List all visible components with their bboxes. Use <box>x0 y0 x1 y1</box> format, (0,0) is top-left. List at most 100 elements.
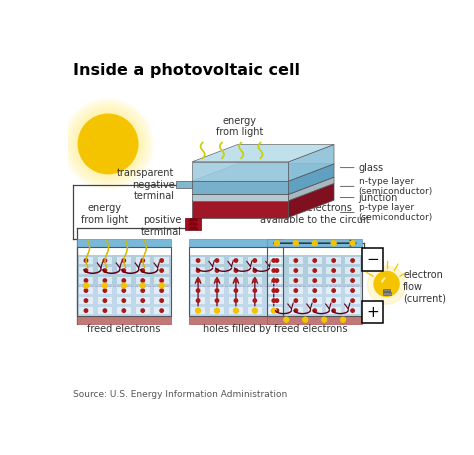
Circle shape <box>141 279 145 282</box>
Polygon shape <box>192 177 334 194</box>
Polygon shape <box>289 183 334 217</box>
Text: n-type layer
(semiconductor): n-type layer (semiconductor) <box>358 177 433 196</box>
Text: Source: U.S. Energy Information Administration: Source: U.S. Energy Information Administ… <box>73 389 287 399</box>
Circle shape <box>313 299 317 302</box>
Bar <box>76 286 171 316</box>
Text: energy
from light: energy from light <box>216 116 264 137</box>
Bar <box>247 257 262 264</box>
Circle shape <box>274 241 279 246</box>
Bar <box>98 277 112 284</box>
Bar <box>155 277 169 284</box>
Circle shape <box>367 266 406 304</box>
Circle shape <box>215 309 219 312</box>
Text: positive
terminal: positive terminal <box>141 216 182 237</box>
Bar <box>191 297 205 304</box>
Circle shape <box>68 104 148 184</box>
Bar <box>267 239 362 248</box>
Bar <box>327 287 341 294</box>
Bar <box>76 239 171 248</box>
Circle shape <box>253 279 256 282</box>
Circle shape <box>140 283 145 288</box>
Bar <box>117 297 131 304</box>
Circle shape <box>215 279 219 282</box>
Bar <box>229 257 243 264</box>
Bar <box>136 307 150 314</box>
Bar <box>308 267 322 274</box>
Bar <box>76 248 171 316</box>
Circle shape <box>234 309 237 312</box>
Circle shape <box>303 317 308 322</box>
Bar <box>346 277 360 284</box>
Circle shape <box>275 299 279 302</box>
Circle shape <box>313 279 317 282</box>
Text: Freed electrons
available to the circuit: Freed electrons available to the circuit <box>260 203 370 225</box>
Circle shape <box>234 279 237 282</box>
Circle shape <box>234 308 238 313</box>
Bar <box>266 297 281 304</box>
Bar <box>308 297 322 304</box>
Circle shape <box>332 279 336 282</box>
Circle shape <box>122 259 126 262</box>
Polygon shape <box>176 182 192 188</box>
Bar <box>117 257 131 264</box>
Text: transparent
negative
terminal: transparent negative terminal <box>117 168 174 201</box>
Bar <box>98 297 112 304</box>
Circle shape <box>351 269 354 272</box>
Circle shape <box>253 309 256 312</box>
Circle shape <box>141 269 145 272</box>
Bar <box>289 297 303 304</box>
Circle shape <box>160 299 164 302</box>
Circle shape <box>332 259 336 262</box>
Bar <box>383 292 391 295</box>
Bar <box>266 267 281 274</box>
Circle shape <box>341 317 346 322</box>
Polygon shape <box>289 145 334 181</box>
Circle shape <box>234 299 237 302</box>
Polygon shape <box>188 218 199 222</box>
Bar <box>117 287 131 294</box>
Circle shape <box>196 308 201 313</box>
Polygon shape <box>289 164 334 194</box>
Text: glass: glass <box>358 162 383 172</box>
Bar <box>79 287 93 294</box>
Polygon shape <box>185 217 201 230</box>
Circle shape <box>215 299 219 302</box>
Circle shape <box>196 259 200 262</box>
Bar <box>267 316 362 324</box>
Circle shape <box>141 289 145 292</box>
Circle shape <box>350 241 355 246</box>
Circle shape <box>252 308 257 313</box>
Circle shape <box>122 289 126 292</box>
Bar <box>76 316 171 324</box>
Bar <box>270 267 284 274</box>
Circle shape <box>294 289 298 292</box>
Polygon shape <box>192 194 289 201</box>
Bar <box>189 239 283 248</box>
Bar <box>210 287 224 294</box>
Circle shape <box>196 309 200 312</box>
Bar <box>210 297 224 304</box>
Bar <box>308 257 322 264</box>
Circle shape <box>332 289 336 292</box>
Polygon shape <box>192 183 334 201</box>
Bar <box>289 307 303 314</box>
Circle shape <box>271 308 276 313</box>
Circle shape <box>293 241 298 246</box>
Bar <box>136 277 150 284</box>
Circle shape <box>73 109 143 179</box>
Bar <box>136 267 150 274</box>
Circle shape <box>160 269 164 272</box>
Bar <box>247 297 262 304</box>
Circle shape <box>351 289 354 292</box>
Circle shape <box>196 279 200 282</box>
Bar <box>289 277 303 284</box>
Circle shape <box>83 283 89 288</box>
Bar <box>346 307 360 314</box>
Bar <box>266 277 281 284</box>
Circle shape <box>160 279 164 282</box>
Circle shape <box>102 283 107 288</box>
Bar <box>327 267 341 274</box>
Bar <box>79 277 93 284</box>
Bar <box>327 297 341 304</box>
Circle shape <box>141 299 145 302</box>
